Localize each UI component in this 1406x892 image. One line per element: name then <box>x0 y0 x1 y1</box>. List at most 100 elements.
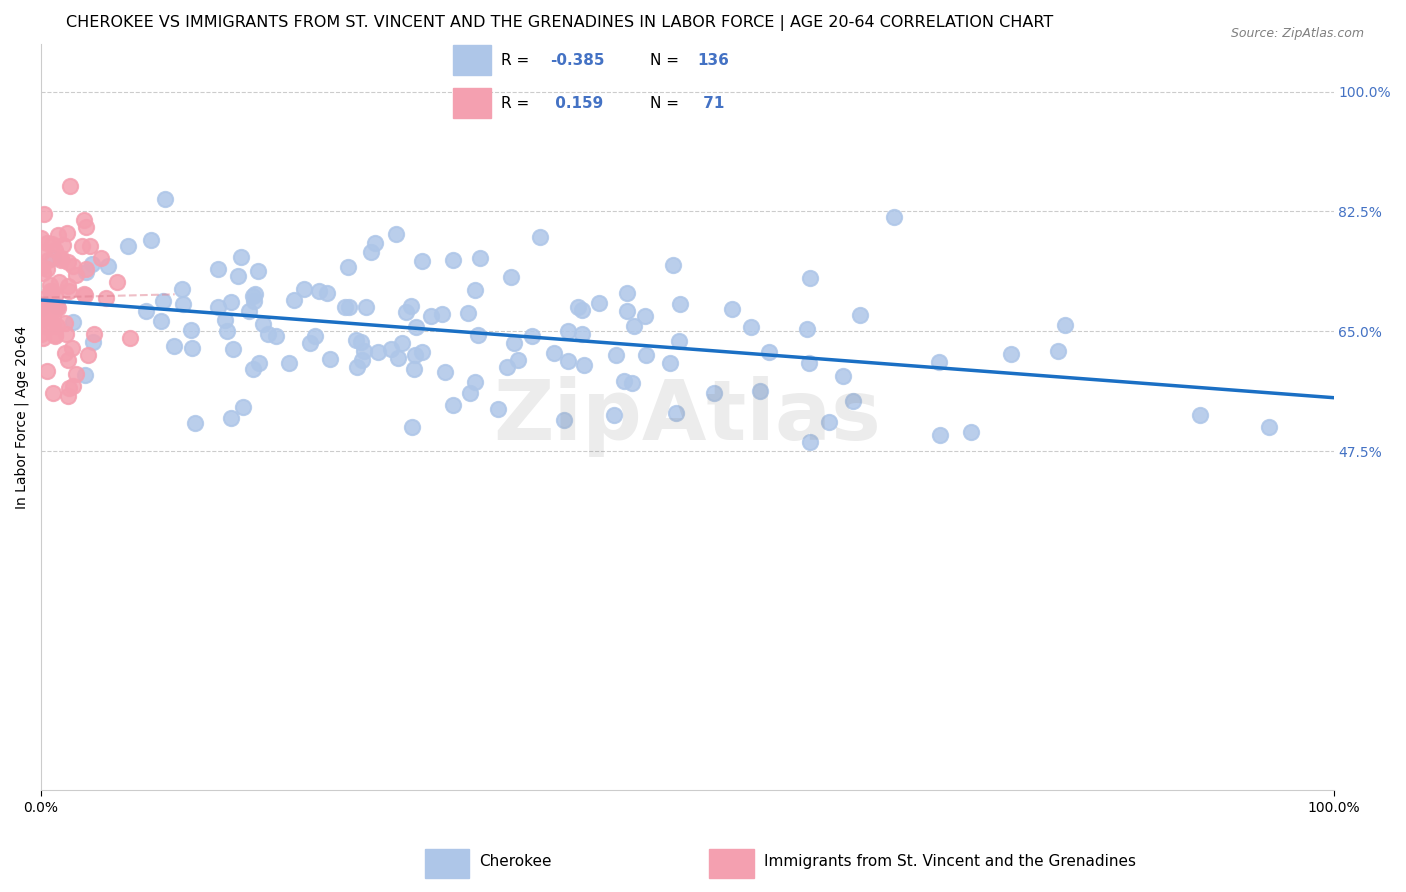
Point <box>45 301 67 316</box>
Point <box>242 289 264 303</box>
Point <box>37 299 59 313</box>
Point <box>842 393 865 408</box>
Point <box>621 376 644 391</box>
Text: Source: ZipAtlas.com: Source: ZipAtlas.com <box>1230 27 1364 40</box>
Point <box>238 303 260 318</box>
Point <box>360 244 382 259</box>
Y-axis label: In Labor Force | Age 20-64: In Labor Force | Age 20-64 <box>15 326 30 508</box>
Point <box>32 301 55 316</box>
Point <box>58 382 80 396</box>
Point <box>30 326 52 341</box>
Point <box>30 299 52 313</box>
Point <box>242 361 264 376</box>
Point <box>1046 343 1069 358</box>
Point <box>391 336 413 351</box>
Point <box>543 346 565 360</box>
Point <box>31 244 53 259</box>
Point <box>344 333 367 347</box>
Point <box>721 302 744 317</box>
Point <box>65 268 87 282</box>
Point <box>458 386 481 401</box>
Point <box>35 262 58 277</box>
Point <box>387 351 409 366</box>
Point <box>32 266 55 280</box>
Point <box>557 353 579 368</box>
Point <box>703 385 725 400</box>
Point <box>37 320 59 334</box>
Text: Cherokee: Cherokee <box>479 855 551 870</box>
FancyBboxPatch shape <box>453 45 491 75</box>
Point <box>264 329 287 343</box>
Point <box>420 309 443 323</box>
Point <box>62 379 84 393</box>
Point <box>384 227 406 241</box>
Point <box>37 252 59 267</box>
Point <box>42 318 65 332</box>
Point <box>520 329 543 343</box>
Text: R =: R = <box>502 53 534 68</box>
Point <box>37 363 59 377</box>
Point <box>39 299 62 313</box>
Point <box>605 348 627 362</box>
Text: N =: N = <box>650 95 683 111</box>
Point <box>42 300 65 314</box>
Point <box>399 299 422 313</box>
Point <box>496 359 519 374</box>
Point <box>72 239 94 253</box>
Point <box>243 293 266 308</box>
Point <box>48 275 70 289</box>
Point <box>337 300 360 314</box>
Point <box>44 328 66 343</box>
Point <box>118 331 141 345</box>
Point <box>55 326 77 341</box>
Point <box>333 300 356 314</box>
Point <box>215 325 238 339</box>
Point <box>35 236 58 251</box>
Point <box>553 413 575 427</box>
Point <box>464 283 486 297</box>
Point <box>758 344 780 359</box>
Point <box>75 219 97 234</box>
Point <box>636 348 658 362</box>
Point <box>818 416 841 430</box>
Point <box>503 336 526 351</box>
Point <box>278 356 301 370</box>
Point <box>184 416 207 430</box>
Point <box>135 304 157 318</box>
Point <box>56 226 79 240</box>
Point <box>56 353 79 368</box>
Point <box>73 213 96 227</box>
Point <box>557 324 579 338</box>
Point <box>441 398 464 412</box>
Point <box>41 385 63 400</box>
Point <box>1053 318 1076 333</box>
Point <box>411 344 433 359</box>
Point <box>38 311 60 326</box>
Point <box>46 300 69 314</box>
Point <box>749 384 772 398</box>
Point <box>97 259 120 273</box>
Point <box>222 343 245 357</box>
Point <box>616 286 638 301</box>
Point <box>51 253 73 268</box>
Text: 0.159: 0.159 <box>550 95 603 111</box>
Point <box>229 251 252 265</box>
Point <box>304 328 326 343</box>
Point <box>82 334 104 349</box>
Point <box>467 328 489 343</box>
Point <box>30 301 52 316</box>
Point <box>34 310 56 324</box>
Point <box>31 312 53 326</box>
Point <box>883 210 905 224</box>
Point <box>31 260 53 274</box>
Point <box>59 179 82 194</box>
Point <box>46 301 69 315</box>
Point <box>661 258 683 272</box>
Point <box>90 251 112 265</box>
Text: 136: 136 <box>697 53 730 68</box>
Point <box>150 314 173 328</box>
Point <box>44 244 66 258</box>
Point <box>62 315 84 329</box>
Point <box>613 374 636 388</box>
Point <box>1000 347 1022 361</box>
